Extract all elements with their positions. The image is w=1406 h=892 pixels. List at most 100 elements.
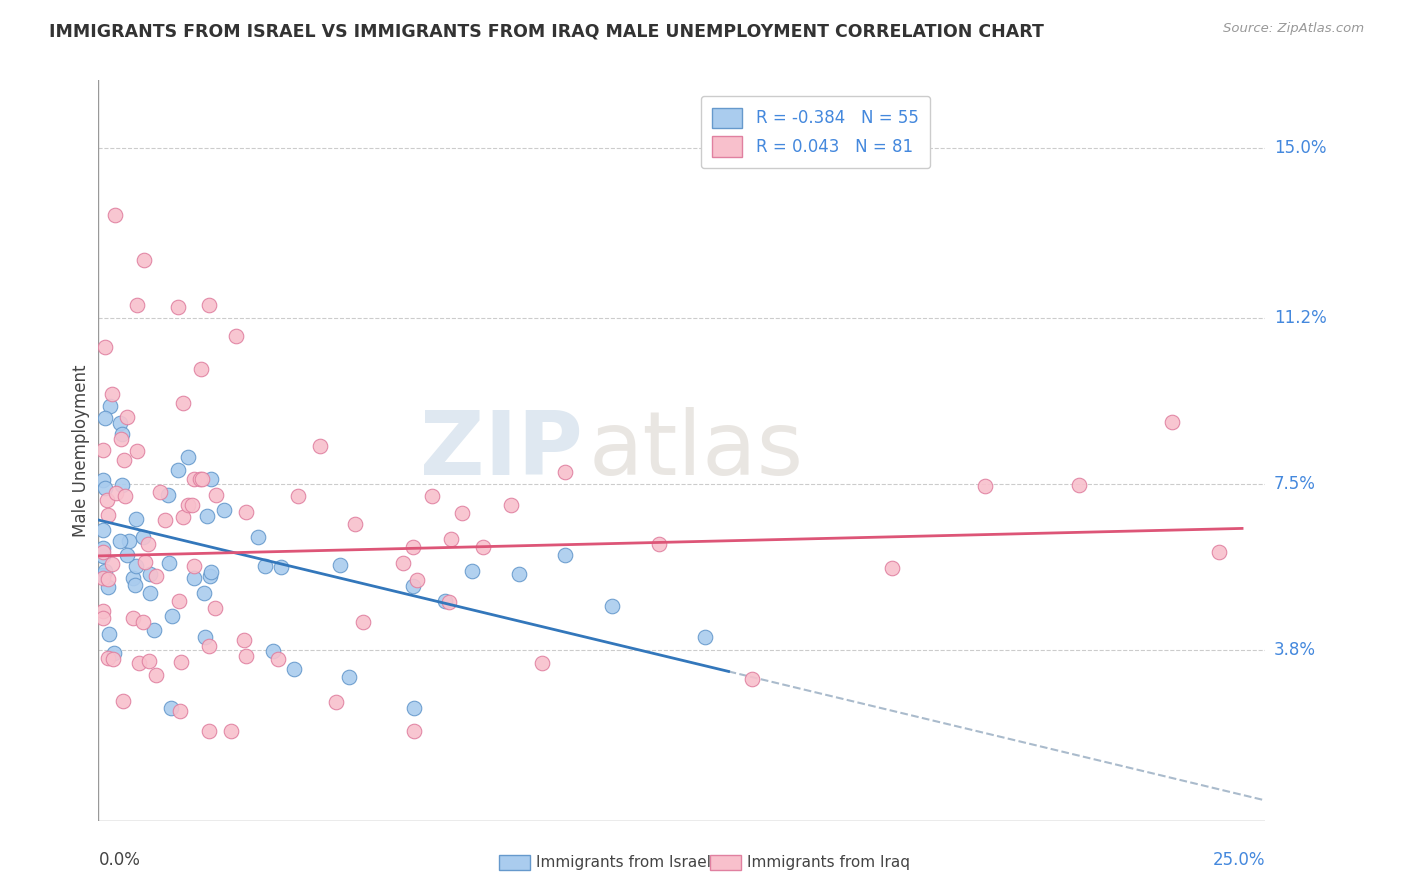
Point: [167, 463, 190, 477]
Point: [402, 723, 425, 738]
Text: atlas: atlas: [589, 407, 804, 494]
Point: [200, 472, 222, 486]
Point: [270, 560, 292, 574]
Point: [91, 610, 114, 624]
Point: [183, 559, 205, 574]
Point: [166, 300, 188, 314]
Point: [117, 409, 139, 424]
Point: [647, 537, 669, 551]
Point: [198, 569, 221, 583]
Point: [134, 555, 156, 569]
Point: [344, 516, 367, 531]
Text: 3.8%: 3.8%: [1274, 641, 1316, 659]
Point: [1208, 544, 1230, 558]
Point: [212, 503, 235, 517]
Point: [267, 652, 290, 666]
Point: [194, 630, 217, 644]
Text: 15.0%: 15.0%: [1274, 138, 1326, 157]
Point: [149, 484, 172, 499]
Point: [554, 465, 576, 479]
Point: [91, 523, 114, 537]
Point: [103, 646, 125, 660]
Point: [287, 490, 309, 504]
Point: [392, 556, 415, 570]
Point: [191, 472, 214, 486]
Point: [108, 533, 131, 548]
Point: [110, 427, 132, 442]
Point: [183, 571, 205, 585]
Point: [235, 505, 257, 519]
Point: [97, 572, 120, 586]
Point: [91, 571, 114, 585]
Point: [309, 439, 332, 453]
Point: [121, 611, 143, 625]
Point: [437, 595, 460, 609]
Point: [125, 511, 148, 525]
Point: [157, 488, 180, 502]
Point: [530, 657, 553, 671]
Point: [695, 630, 717, 644]
Point: [132, 615, 155, 630]
Text: Immigrants from Israel: Immigrants from Israel: [536, 855, 710, 870]
Point: [91, 545, 114, 559]
Text: ZIP: ZIP: [420, 407, 582, 494]
Point: [283, 662, 305, 676]
Point: [177, 498, 200, 512]
Point: [96, 492, 118, 507]
Point: [190, 362, 212, 376]
Point: [402, 701, 425, 715]
Point: [101, 557, 124, 571]
Point: [111, 478, 134, 492]
Point: [169, 593, 191, 607]
Point: [172, 396, 194, 410]
Point: [337, 670, 360, 684]
Point: [1067, 478, 1090, 492]
Point: [145, 569, 167, 583]
Point: [402, 540, 425, 554]
Point: [508, 566, 530, 581]
Point: [138, 586, 160, 600]
Point: [91, 541, 114, 556]
Point: [262, 644, 284, 658]
Point: [204, 601, 226, 615]
Point: [188, 472, 211, 486]
Point: [1161, 415, 1184, 429]
Point: [329, 558, 352, 572]
Point: [159, 701, 181, 715]
Point: [451, 507, 474, 521]
Point: [110, 432, 132, 446]
Point: [122, 571, 145, 585]
Point: [461, 564, 484, 578]
Point: [114, 489, 136, 503]
Text: Source: ZipAtlas.com: Source: ZipAtlas.com: [1223, 22, 1364, 36]
Point: [91, 549, 114, 564]
Point: [97, 580, 120, 594]
Point: [136, 537, 159, 551]
Point: [172, 510, 194, 524]
Point: [125, 298, 148, 312]
Point: [235, 648, 257, 663]
Point: [554, 548, 576, 562]
Point: [94, 340, 117, 354]
Point: [205, 488, 228, 502]
Text: Immigrants from Iraq: Immigrants from Iraq: [747, 855, 910, 870]
Point: [325, 695, 347, 709]
Point: [200, 565, 222, 579]
Point: [127, 443, 149, 458]
Point: [974, 479, 997, 493]
Point: [91, 568, 114, 582]
Point: [193, 586, 215, 600]
Point: [155, 513, 177, 527]
Point: [108, 416, 131, 430]
Point: [91, 473, 114, 487]
Point: [97, 508, 120, 522]
Point: [143, 623, 166, 637]
Point: [197, 508, 219, 523]
Point: [352, 615, 374, 630]
Point: [157, 557, 180, 571]
Point: [91, 603, 114, 617]
Point: [124, 558, 146, 573]
Y-axis label: Male Unemployment: Male Unemployment: [72, 364, 90, 537]
Point: [434, 594, 457, 608]
Text: 0.0%: 0.0%: [98, 851, 141, 869]
